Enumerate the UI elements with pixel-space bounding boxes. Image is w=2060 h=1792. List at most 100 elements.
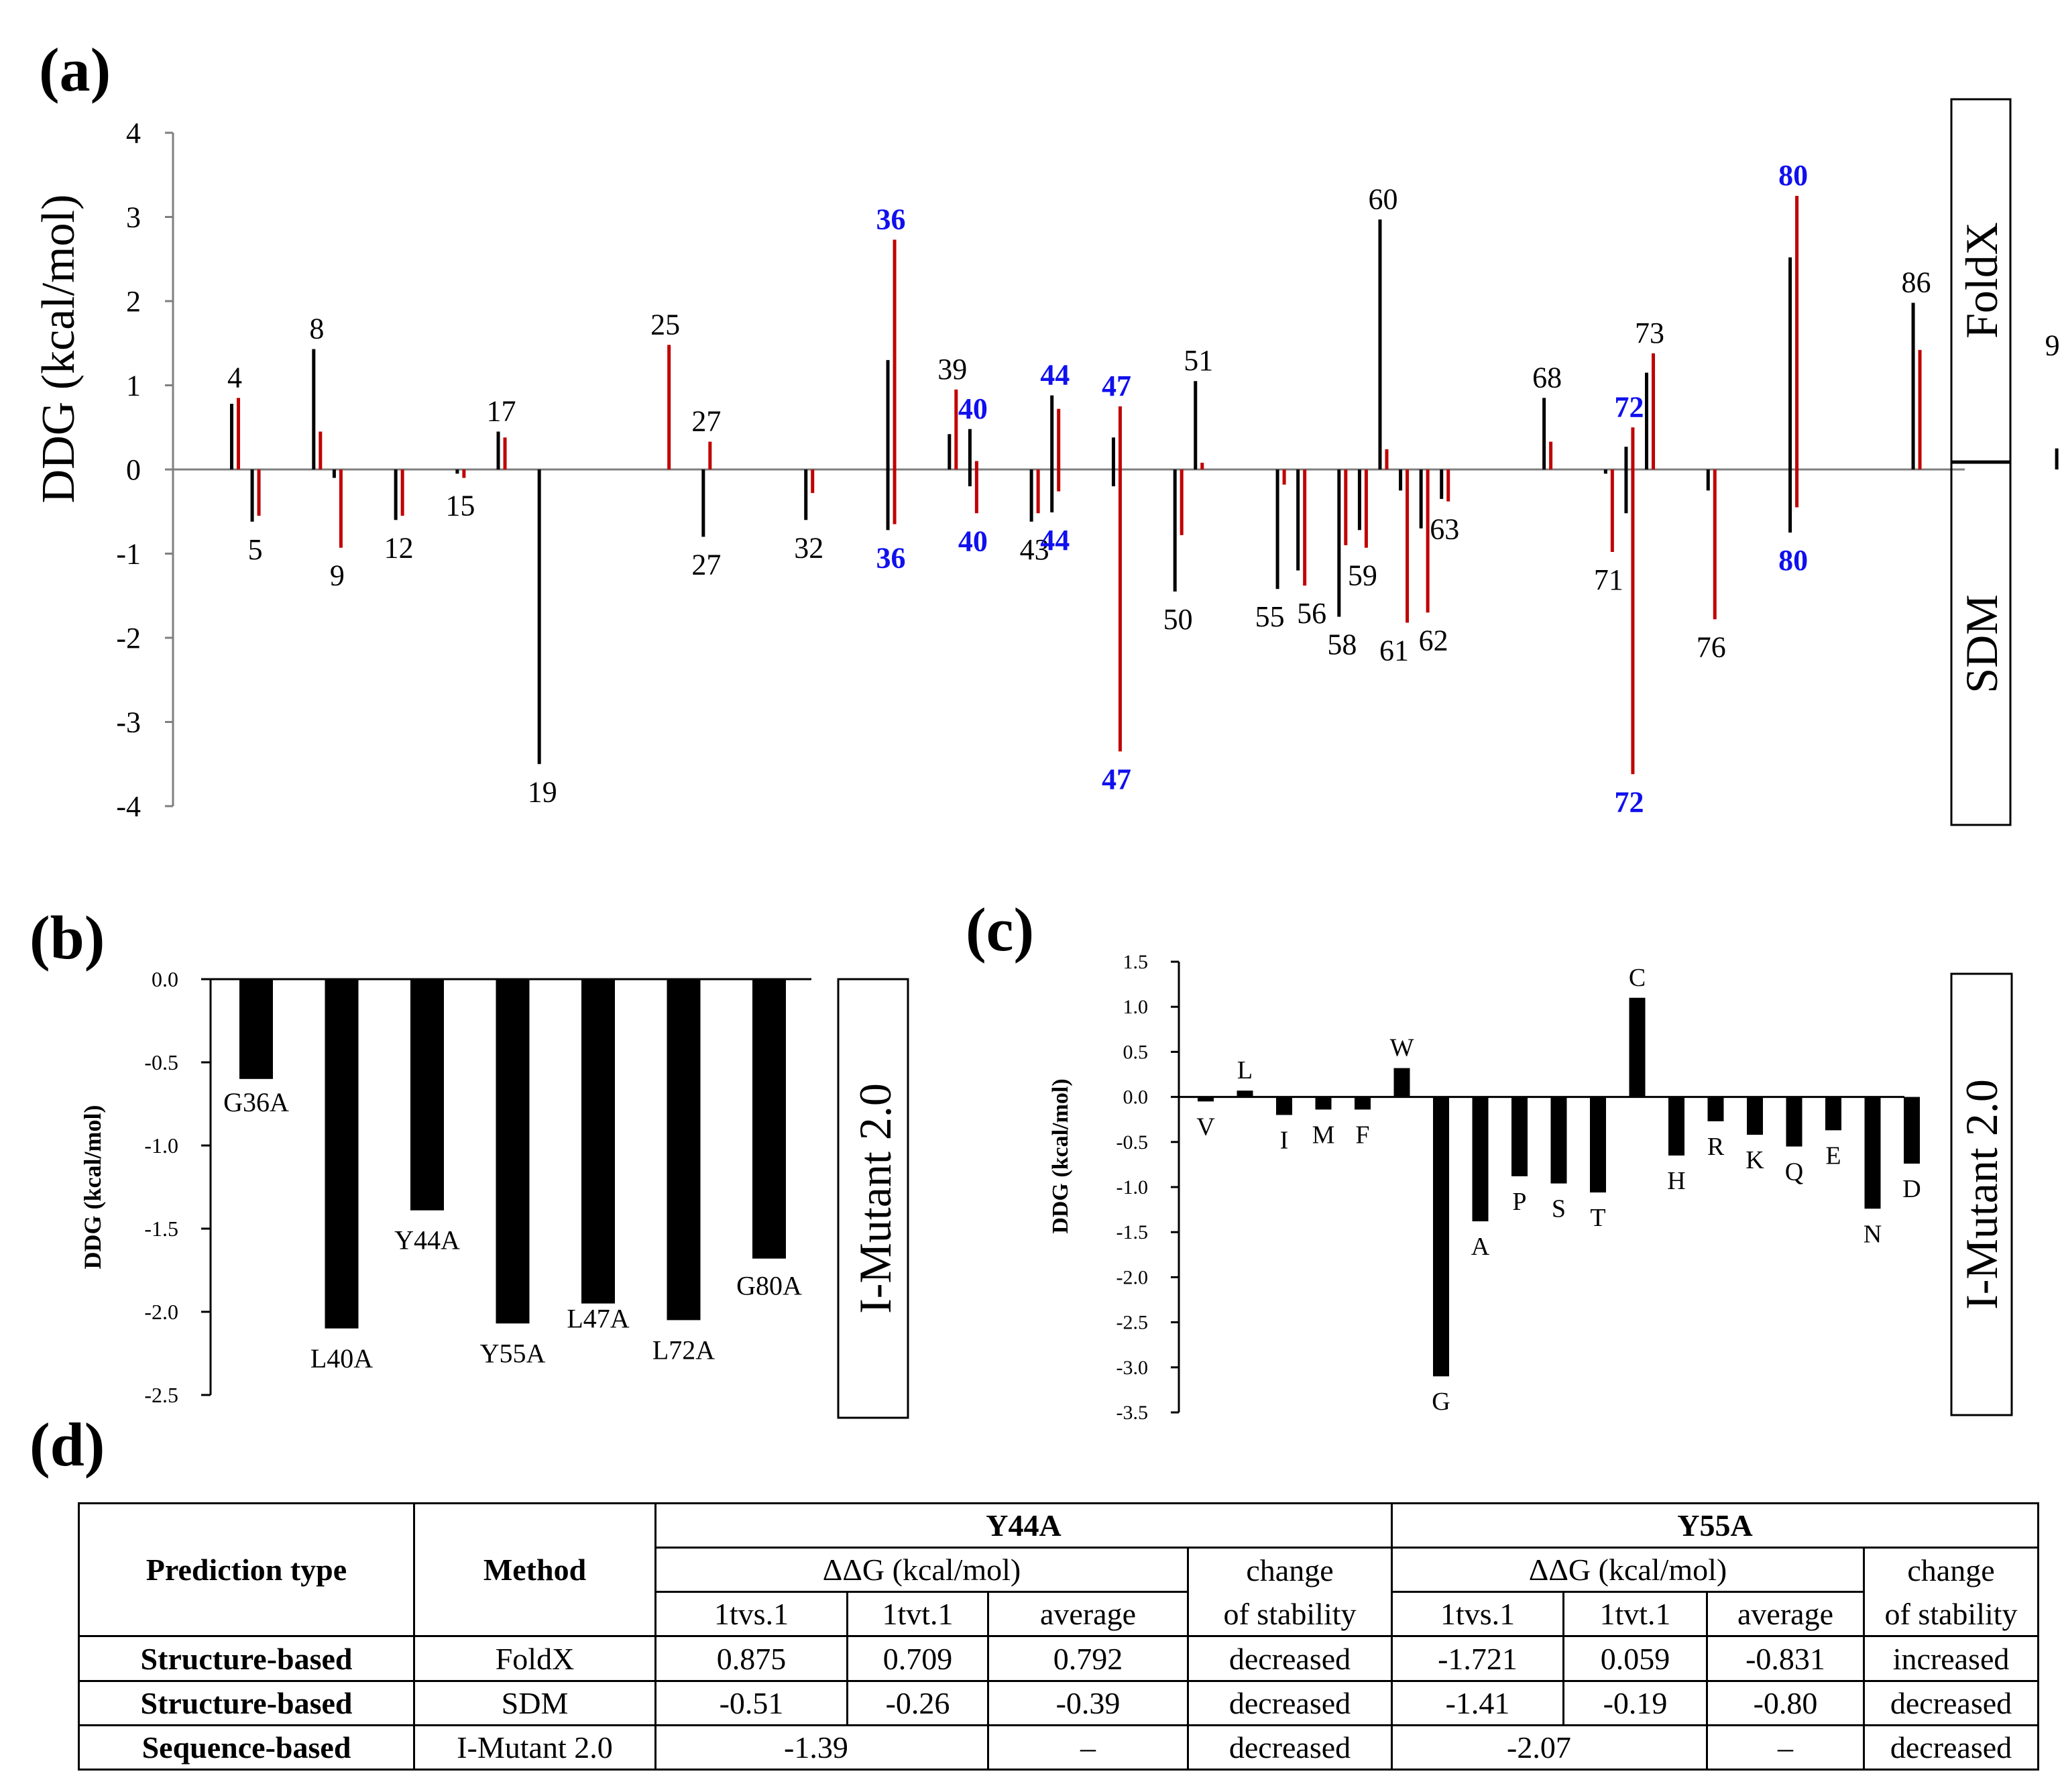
bar bbox=[1118, 469, 1122, 752]
cell-y44a-1tvs: -0.51 bbox=[654, 1679, 848, 1726]
header-y55a-average: average bbox=[1706, 1591, 1866, 1638]
cell-y55a-change: decreased bbox=[1863, 1679, 2040, 1726]
cell-y44a-1tvt: 0.709 bbox=[846, 1635, 989, 1682]
header-y44a-ddg: ΔΔG (kcal/mol) bbox=[654, 1547, 1189, 1593]
bar bbox=[1549, 441, 1553, 469]
cell-y55a-1tvs: -1.41 bbox=[1391, 1679, 1565, 1726]
y-tick-label: 0.5 bbox=[1123, 1041, 1149, 1063]
bar bbox=[954, 389, 958, 469]
bar bbox=[1200, 462, 1204, 469]
residue-label: 86 bbox=[1902, 266, 1931, 299]
bar-label: N bbox=[1864, 1220, 1882, 1248]
cell-y44a-average: 0.792 bbox=[987, 1635, 1189, 1682]
residue-label: 27 bbox=[691, 405, 721, 438]
y-tick-label: 1.5 bbox=[1123, 951, 1149, 973]
bar bbox=[1282, 469, 1286, 485]
bar bbox=[886, 469, 890, 530]
bar bbox=[1713, 469, 1717, 620]
bar bbox=[1198, 1097, 1214, 1102]
bar bbox=[1433, 1097, 1449, 1377]
bar bbox=[1399, 469, 1403, 491]
bar bbox=[1631, 469, 1635, 775]
bar bbox=[1426, 469, 1430, 613]
header-y55a-ddg: ΔΔG (kcal/mol) bbox=[1391, 1547, 1866, 1593]
residue-label: 44 bbox=[1040, 524, 1070, 557]
y-tick-label: 3 bbox=[126, 201, 141, 234]
y-tick-label: -0.5 bbox=[144, 1050, 178, 1074]
bar bbox=[1111, 469, 1115, 487]
bar-label: D bbox=[1902, 1175, 1921, 1203]
residue-label: 62 bbox=[1419, 624, 1448, 657]
residue-label: 63 bbox=[1430, 513, 1459, 546]
cell-type: Structure-based bbox=[78, 1679, 415, 1726]
header-y44a-1tvs: 1tvs.1 bbox=[654, 1591, 848, 1638]
y-tick-label: -4 bbox=[116, 790, 141, 823]
bar bbox=[1747, 1097, 1763, 1135]
foldx-label: FoldX bbox=[1956, 222, 2007, 339]
bar-label: H bbox=[1667, 1167, 1685, 1195]
bar-label: M bbox=[1312, 1121, 1335, 1149]
bar bbox=[1590, 1097, 1606, 1193]
bar bbox=[312, 349, 316, 469]
y-tick-label: -1.0 bbox=[144, 1133, 178, 1158]
panel-label-c: (c) bbox=[966, 895, 1035, 964]
y-tick-label: -2 bbox=[116, 622, 141, 655]
bar bbox=[886, 359, 890, 469]
y-tick-label: 4 bbox=[126, 117, 141, 150]
stability-table: Prediction type Method Y44A Y55A ΔΔG (kc… bbox=[78, 1502, 2040, 1771]
bar bbox=[503, 437, 507, 469]
bar bbox=[708, 441, 712, 469]
bar bbox=[537, 469, 541, 765]
table-row: Sequence-based I-Mutant 2.0 -1.39 – decr… bbox=[78, 1724, 2040, 1771]
bar bbox=[1057, 408, 1061, 469]
residue-label: 93 bbox=[2045, 329, 2060, 362]
bar bbox=[1511, 1097, 1528, 1176]
bar-label: Y44A bbox=[394, 1225, 460, 1255]
bar bbox=[1788, 257, 1792, 469]
bar bbox=[1385, 449, 1389, 469]
bar bbox=[1344, 469, 1348, 545]
bar bbox=[893, 469, 897, 524]
bar bbox=[1275, 469, 1279, 590]
cell-y55a-change: decreased bbox=[1863, 1724, 2040, 1771]
bar bbox=[1610, 469, 1614, 552]
y-tick-label: -1.5 bbox=[144, 1217, 178, 1241]
bar bbox=[974, 469, 978, 514]
residue-label: 76 bbox=[1697, 630, 1726, 663]
y-tick-label: -2.0 bbox=[144, 1300, 178, 1324]
residue-label: 73 bbox=[1635, 317, 1664, 349]
y-tick-label: -0.5 bbox=[1117, 1131, 1149, 1154]
residue-label: 15 bbox=[445, 490, 475, 522]
residue-label: 47 bbox=[1102, 763, 1131, 795]
residue-label: 4 bbox=[227, 361, 242, 394]
y-tick-label: -2.5 bbox=[1117, 1312, 1149, 1334]
foldx-box bbox=[1950, 98, 2012, 463]
bar bbox=[1795, 469, 1799, 508]
bar-label: I bbox=[1280, 1126, 1289, 1154]
residue-label: 47 bbox=[1102, 370, 1131, 402]
bar bbox=[1788, 469, 1792, 533]
bar-label: Q bbox=[1785, 1158, 1803, 1186]
bar bbox=[1624, 447, 1628, 469]
bar bbox=[1707, 1097, 1724, 1121]
bar bbox=[1173, 469, 1177, 592]
cell-y44a-imutant: -1.39 bbox=[654, 1724, 989, 1771]
residue-label: 44 bbox=[1040, 359, 1070, 392]
residue-label: 27 bbox=[691, 548, 721, 581]
bar bbox=[1194, 381, 1198, 469]
bar bbox=[1440, 469, 1444, 499]
cell-y55a-change: increased bbox=[1863, 1635, 2040, 1682]
bar bbox=[496, 431, 500, 469]
bar bbox=[1918, 349, 1922, 469]
residue-label: 12 bbox=[384, 531, 414, 564]
bar bbox=[496, 979, 530, 1324]
y-tick-label: 0.0 bbox=[152, 967, 178, 991]
y-tick-label: 0.0 bbox=[1123, 1086, 1149, 1109]
bar bbox=[1057, 469, 1061, 492]
cell-y55a-1tvt: 0.059 bbox=[1562, 1635, 1709, 1682]
bar bbox=[1029, 469, 1033, 522]
bar bbox=[667, 345, 671, 469]
residue-label: 72 bbox=[1614, 785, 1644, 818]
residue-label: 40 bbox=[958, 524, 988, 557]
panel-label-d: (d) bbox=[30, 1410, 105, 1479]
